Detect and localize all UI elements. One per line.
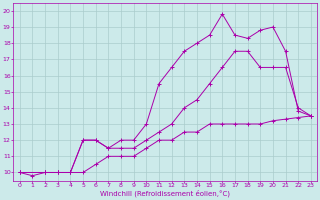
X-axis label: Windchill (Refroidissement éolien,°C): Windchill (Refroidissement éolien,°C): [100, 190, 230, 197]
